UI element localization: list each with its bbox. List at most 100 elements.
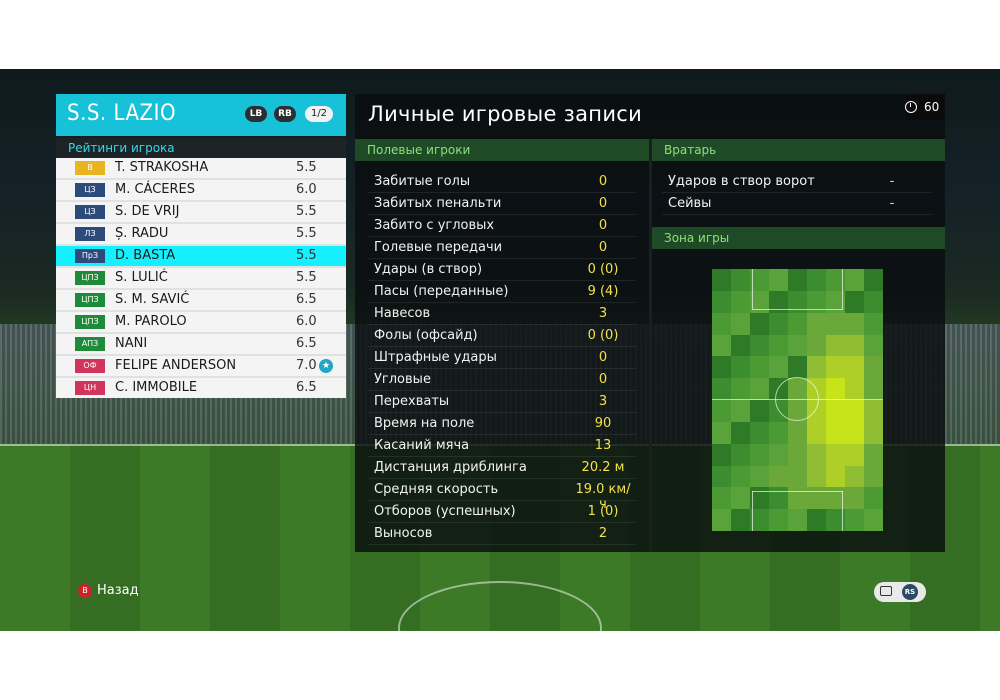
stat-row: Пасы (переданные) 9 (4) — [368, 281, 636, 303]
bottom-right-controls[interactable]: RS — [874, 582, 926, 602]
position-badge: ОФ — [75, 359, 105, 373]
team-header: S.S. LAZIO LB RB 1/2 — [56, 94, 346, 136]
heat-cell — [826, 269, 846, 292]
heat-cell — [845, 356, 865, 379]
heat-cell — [845, 290, 865, 314]
stat-label: Голевые передачи — [374, 240, 503, 255]
b-button-icon[interactable]: B — [78, 584, 92, 598]
player-name: FELIPE ANDERSON — [115, 358, 237, 373]
heat-cell — [807, 509, 827, 531]
player-row[interactable]: АПЗ NANI 6.5 — [56, 334, 346, 354]
heat-cell — [788, 509, 808, 531]
field-players-header: Полевые игроки — [355, 139, 649, 161]
heat-cell — [845, 334, 865, 357]
heat-cell — [864, 487, 883, 510]
stat-value: 0 — [598, 196, 608, 211]
position-badge: ЦЗ — [75, 205, 105, 219]
player-row[interactable]: ЛЗ Ș. RADU 5.5 — [56, 224, 346, 244]
heat-cell — [750, 509, 770, 531]
stat-row: Забитые голы 0 — [368, 171, 636, 193]
heat-cell — [750, 334, 770, 357]
ratings-header: Рейтинги игрока — [56, 138, 346, 158]
heat-cell — [826, 487, 846, 510]
player-ratings-panel: S.S. LAZIO LB RB 1/2 Рейтинги игрока В T.… — [56, 94, 346, 400]
page-title: Личные игровые записи — [368, 102, 643, 126]
stat-label: Средняя скорость — [374, 482, 499, 497]
player-row[interactable]: ЦН C. IMMOBILE 6.5 — [56, 378, 346, 398]
player-row[interactable]: ЦПЗ S. LULIĆ 5.5 — [56, 268, 346, 288]
heat-cell — [750, 421, 770, 445]
player-row[interactable]: ПрЗ D. BASTA 5.5 — [56, 246, 346, 266]
player-row[interactable]: В T. STRAKOSHA 5.5 — [56, 158, 346, 178]
heat-cell — [807, 312, 827, 335]
heat-cell — [769, 487, 789, 510]
stat-value: 90 — [594, 416, 612, 431]
stat-value: 0 — [598, 218, 608, 233]
lb-button-icon[interactable]: LB — [245, 106, 267, 122]
rb-button-icon[interactable]: RB — [274, 106, 296, 122]
player-row[interactable]: ЦПЗ S. M. SAVIĆ 6.5 — [56, 290, 346, 310]
heat-cell — [731, 487, 751, 510]
player-row[interactable]: ЦЗ S. DE VRIJ 5.5 — [56, 202, 346, 222]
heat-cell — [750, 356, 770, 379]
stat-row: Ударов в створ ворот - — [662, 171, 932, 193]
stat-label: Время на поле — [374, 416, 475, 431]
chat-icon[interactable] — [880, 586, 892, 596]
player-name: D. BASTA — [115, 248, 176, 263]
heat-cell — [864, 334, 883, 357]
heat-cell — [731, 465, 751, 488]
heat-cell — [826, 465, 846, 488]
heat-cell — [769, 312, 789, 335]
stat-row: Навесов 3 — [368, 303, 636, 325]
stat-value: 0 (0) — [587, 262, 619, 277]
heat-cell — [712, 378, 732, 401]
heat-cell — [807, 269, 827, 292]
player-name: M. PAROLO — [115, 314, 187, 329]
player-rating: 6.0 — [296, 182, 317, 197]
heat-cell — [731, 421, 751, 445]
heat-cell — [864, 378, 883, 401]
stat-value: 3 — [598, 394, 608, 409]
heat-cell — [788, 312, 808, 335]
heat-cell — [807, 334, 827, 357]
stat-row: Перехваты 3 — [368, 391, 636, 413]
center-circle-marking — [775, 377, 819, 421]
player-row[interactable]: ЦПЗ M. PAROLO 6.0 — [56, 312, 346, 332]
stat-label: Ударов в створ ворот — [668, 174, 815, 189]
stat-value: 0 — [598, 350, 608, 365]
player-name: S. DE VRIJ — [115, 204, 180, 219]
heat-cell — [845, 400, 865, 423]
heat-cell — [845, 378, 865, 401]
heatmap-field — [712, 269, 883, 531]
heat-cell — [788, 356, 808, 379]
field-stats-table: Забитые голы 0 Забитых пенальти 0 Забито с у… — [368, 171, 636, 545]
heat-cell — [769, 421, 789, 445]
field-marking — [752, 269, 753, 309]
stat-row: Штрафные удары 0 — [368, 347, 636, 369]
heat-cell — [731, 269, 751, 292]
position-badge: ПрЗ — [75, 249, 105, 263]
player-row[interactable]: ЦЗ M. CÁCERES 6.0 — [56, 180, 346, 200]
position-badge: АПЗ — [75, 337, 105, 351]
heat-cell — [845, 421, 865, 445]
heat-cell — [712, 312, 732, 335]
heat-cell — [712, 400, 732, 423]
stat-row: Голевые передачи 0 — [368, 237, 636, 259]
rs-button-icon[interactable]: RS — [902, 584, 918, 600]
stat-row: Забитых пенальти 0 — [368, 193, 636, 215]
heat-cell — [769, 443, 789, 466]
stat-value: 9 (4) — [587, 284, 619, 299]
player-rating: 6.5 — [296, 336, 317, 351]
player-row[interactable]: ОФ FELIPE ANDERSON 7.0 ★ — [56, 356, 346, 376]
stat-label: Касаний мяча — [374, 438, 470, 453]
heat-cell — [788, 465, 808, 488]
stat-value: - — [889, 196, 895, 211]
stat-label: Отборов (успешных) — [374, 504, 516, 519]
stat-row: Забито с угловых 0 — [368, 215, 636, 237]
player-name: NANI — [115, 336, 148, 351]
stat-row: Угловые 0 — [368, 369, 636, 391]
field-marking — [752, 309, 843, 310]
goalkeeper-header: Вратарь — [652, 139, 945, 161]
stat-label: Выносов — [374, 526, 433, 541]
heat-cell — [712, 509, 732, 531]
